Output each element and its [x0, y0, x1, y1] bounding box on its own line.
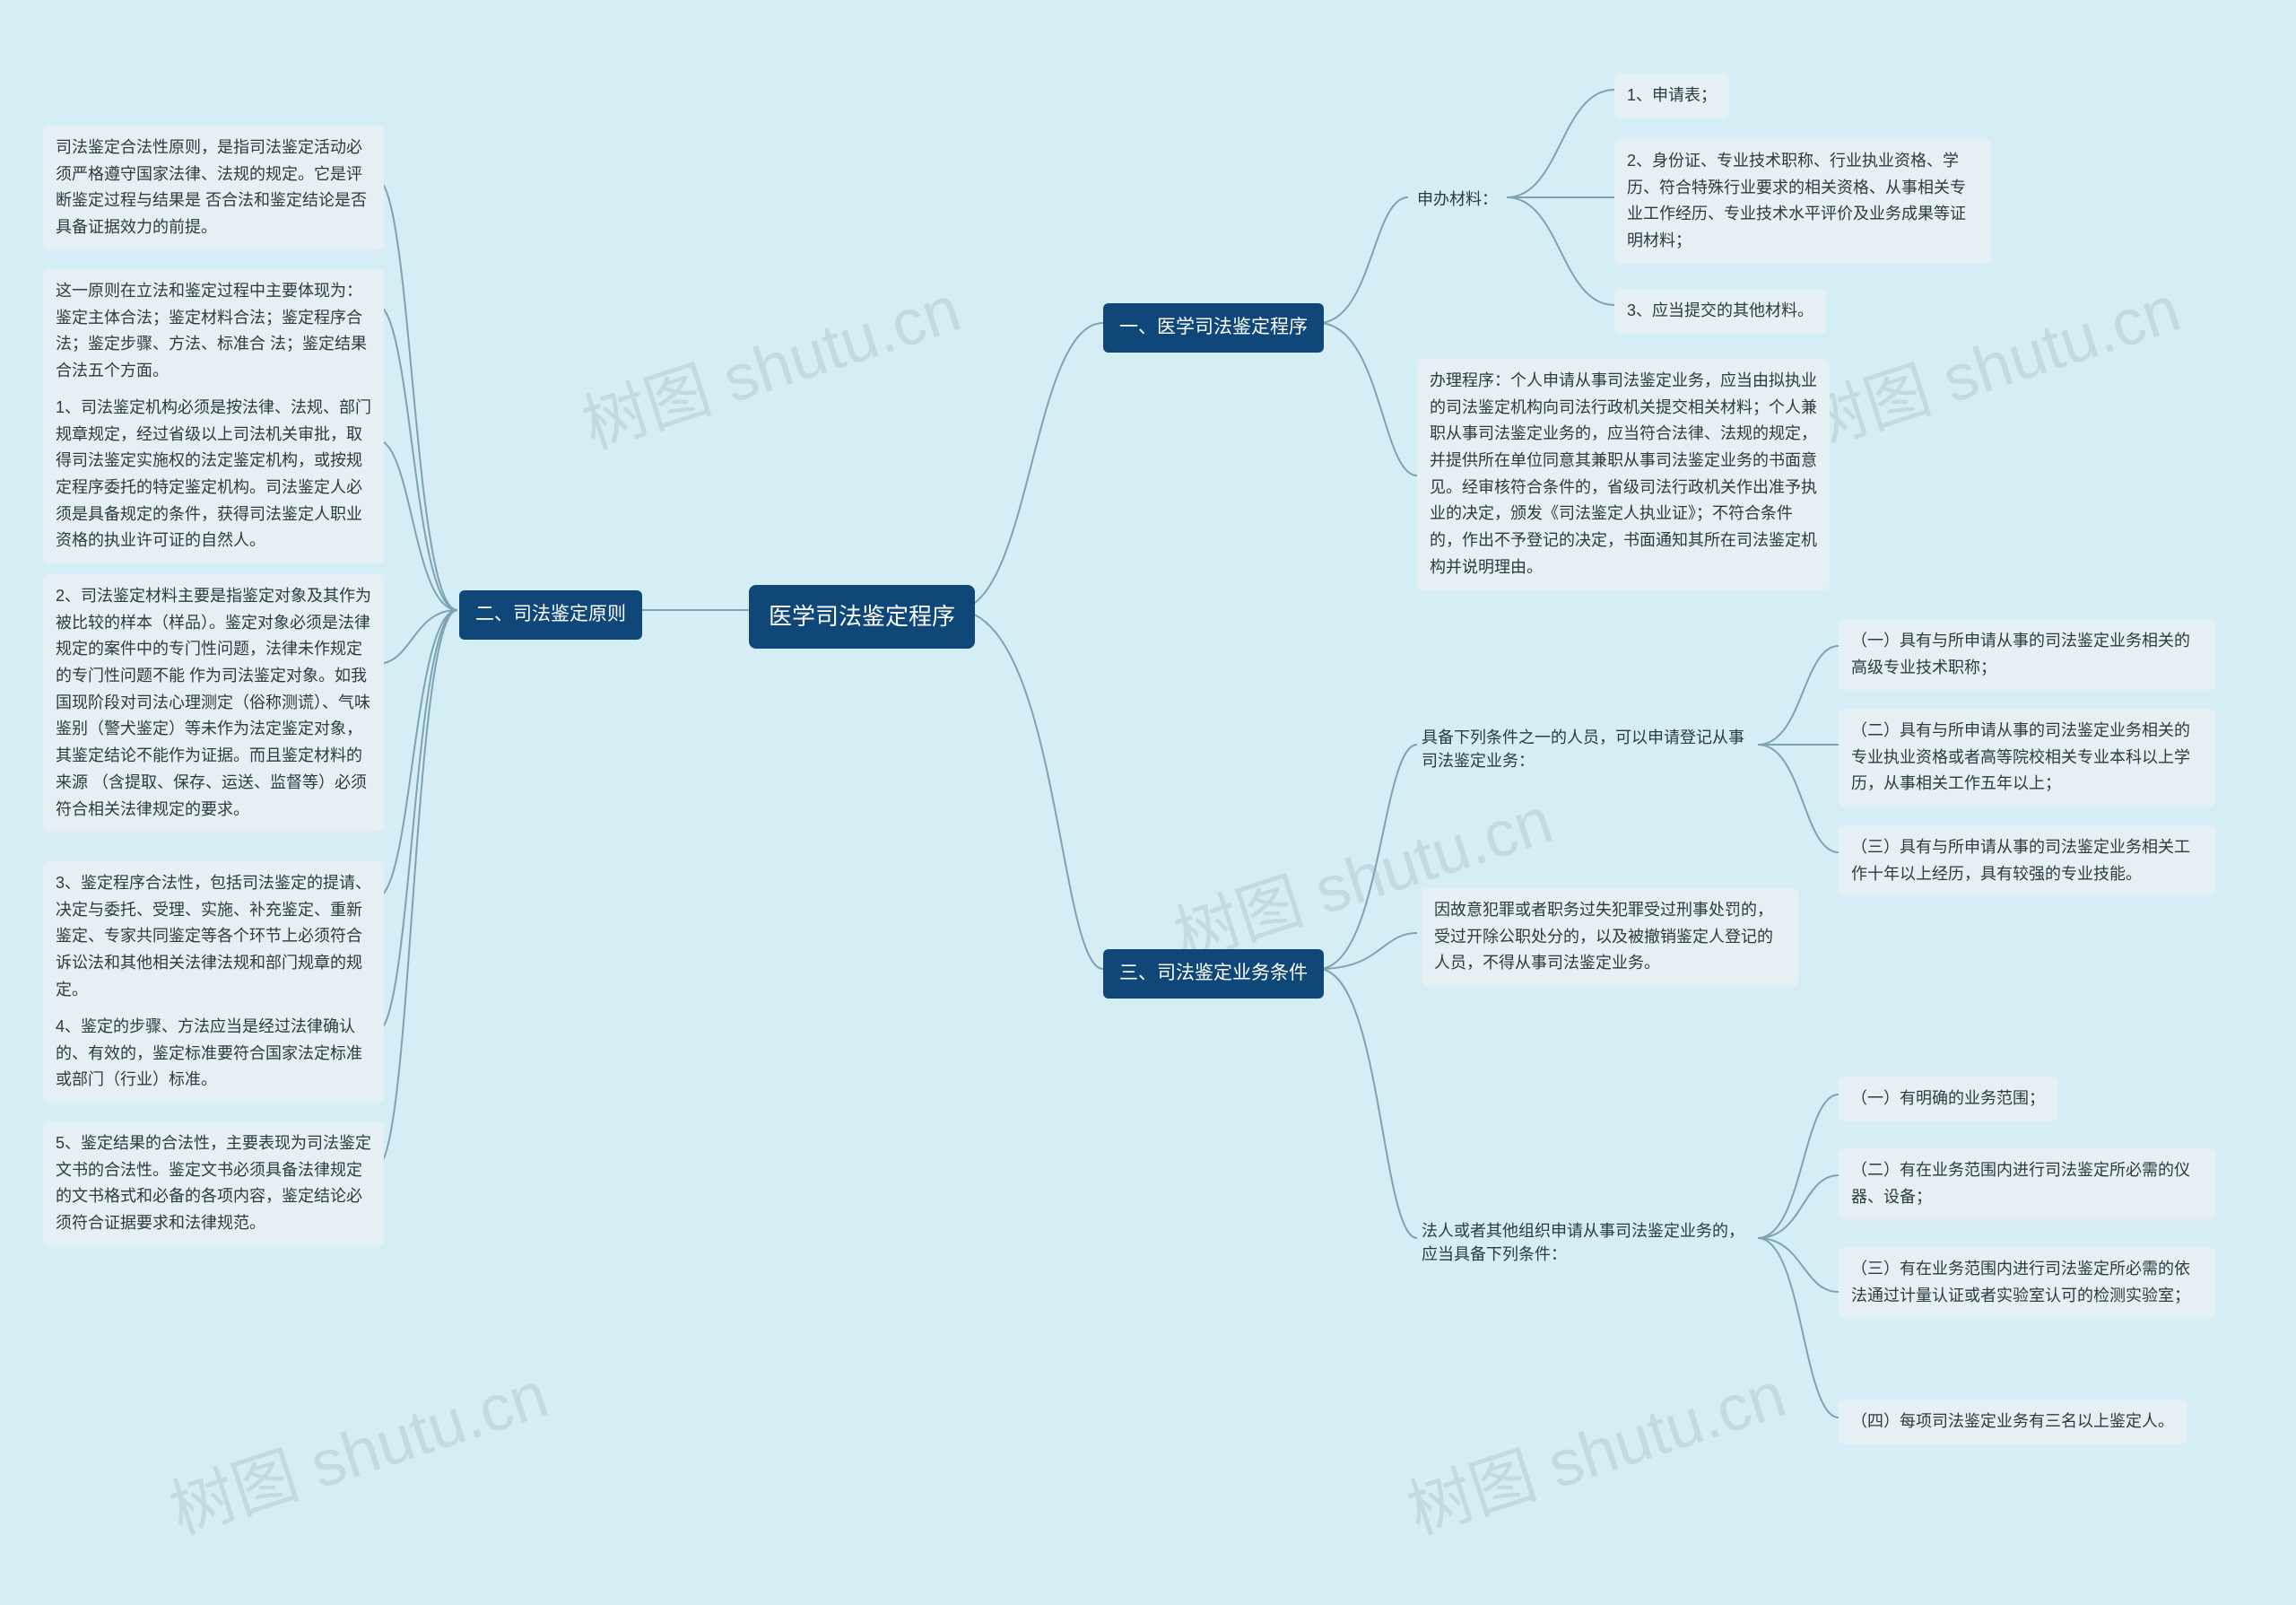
b3-cond-label: 具备下列条件之一的人员，可以申请登记从事司法鉴定业务：: [1422, 725, 1744, 772]
b2-p5: 3、鉴定程序合法性，包括司法鉴定的提请、决定与委托、受理、实施、补充鉴定、重新鉴…: [43, 861, 384, 1012]
root-node[interactable]: 医学司法鉴定程序: [749, 585, 975, 649]
b1-material-2: 2、身份证、专业技术职称、行业执业资格、学历、符合特殊行业要求的相关资格、从事相…: [1614, 139, 1991, 264]
branch-3[interactable]: 三、司法鉴定业务条件: [1103, 949, 1324, 999]
b2-p6: 4、鉴定的步骤、方法应当是经过法律确认的、有效的，鉴定标准要符合国家法定标准或部…: [43, 1005, 384, 1103]
b1-material-3: 3、应当提交的其他材料。: [1614, 289, 1826, 334]
watermark: 树图 shutu.cn: [156, 1341, 557, 1552]
b3-cond-1: （一）具有与所申请从事的司法鉴定业务相关的高级专业技术职称；: [1839, 619, 2215, 690]
b2-p4: 2、司法鉴定材料主要是指鉴定对象及其作为被比较的样本（样品）。鉴定对象必须是法律…: [43, 574, 384, 832]
watermark: 树图 shutu.cn: [1788, 256, 2189, 467]
b3-org-4: （四）每项司法鉴定业务有三名以上鉴定人。: [1839, 1400, 2187, 1444]
b2-p3: 1、司法鉴定机构必须是按法律、法规、部门规章规定，经过省级以上司法机关审批，取得…: [43, 386, 384, 563]
b3-org-2: （二）有在业务范围内进行司法鉴定所必需的仪器、设备；: [1839, 1148, 2215, 1219]
b2-p1: 司法鉴定合法性原则，是指司法鉴定活动必须严格遵守国家法律、法规的规定。它是评断鉴…: [43, 126, 384, 250]
b1-material-1: 1、申请表；: [1614, 74, 1729, 118]
b2-p7: 5、鉴定结果的合法性，主要表现为司法鉴定文书的合法性。鉴定文书必须具备法律规定的…: [43, 1121, 384, 1246]
branch-2[interactable]: 二、司法鉴定原则: [459, 590, 642, 640]
b3-cond-2: （二）具有与所申请从事的司法鉴定业务相关的专业执业资格或者高等院校相关专业本科以…: [1839, 709, 2215, 807]
branch-1[interactable]: 一、医学司法鉴定程序: [1103, 303, 1324, 353]
b3-cond-3: （三）具有与所申请从事的司法鉴定业务相关工作十年以上经历，具有较强的专业技能。: [1839, 825, 2215, 896]
watermark: 树图 shutu.cn: [1394, 1341, 1795, 1552]
watermark: 树图 shutu.cn: [569, 256, 970, 467]
b3-org-label: 法人或者其他组织申请从事司法鉴定业务的，应当具备下列条件：: [1422, 1218, 1744, 1265]
b3-org-1: （一）有明确的业务范围；: [1839, 1077, 2057, 1121]
b1-procedure: 办理程序：个人申请从事司法鉴定业务，应当由拟执业的司法鉴定机构向司法行政机关提交…: [1417, 359, 1830, 590]
b3-org-3: （三）有在业务范围内进行司法鉴定所必需的依法通过计量认证或者实验室认可的检测实验…: [1839, 1247, 2215, 1318]
b3-disqualify: 因故意犯罪或者职务过失犯罪受过刑事处罚的，受过开除公职处分的，以及被撤销鉴定人登…: [1422, 888, 1798, 986]
b1-materials-label: 申办材料：: [1417, 187, 1498, 210]
b2-p2: 这一原则在立法和鉴定过程中主要体现为：鉴定主体合法；鉴定材料合法；鉴定程序合法；…: [43, 269, 384, 394]
